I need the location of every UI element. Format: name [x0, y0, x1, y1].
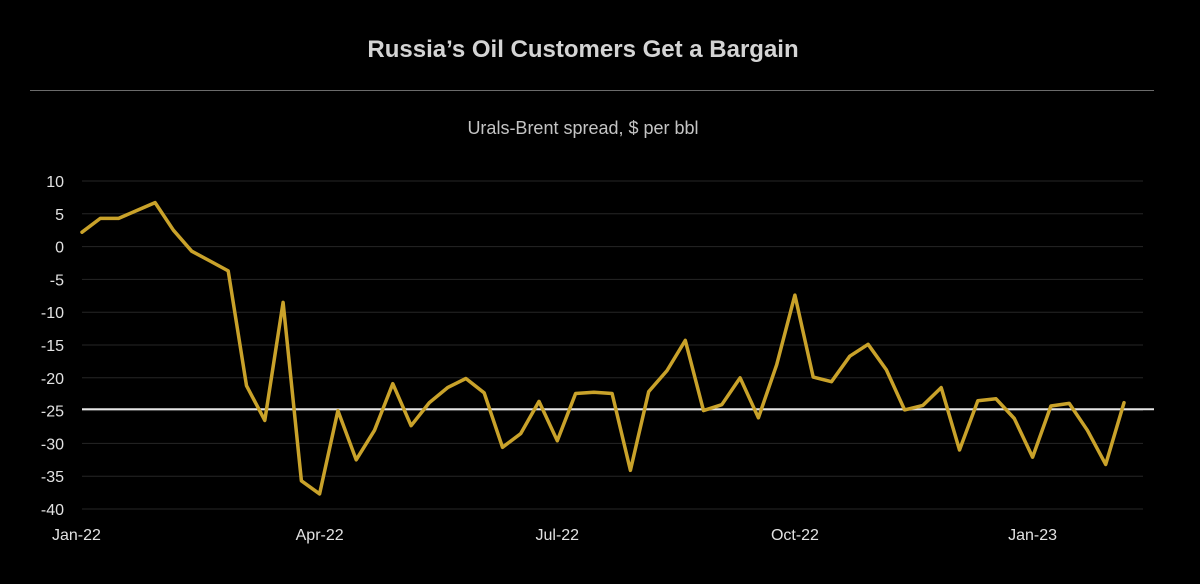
y-axis-tick-labels: 10 5 0 -5 -10 -15 -20 -25 -30 -35 -40	[41, 174, 64, 519]
data-point-0	[81, 231, 84, 234]
data-point-10	[263, 419, 266, 422]
y-tick-label: 10	[46, 174, 64, 191]
x-tick-label: Oct-22	[771, 527, 819, 544]
data-point-53	[1049, 405, 1052, 408]
data-point-11	[282, 301, 285, 304]
data-point-21	[464, 377, 467, 380]
data-point-39	[793, 294, 796, 297]
data-point-16	[373, 429, 376, 432]
data-point-29	[611, 392, 614, 395]
y-tick-label: -35	[41, 469, 64, 486]
data-point-22	[483, 391, 486, 394]
data-point-7	[208, 260, 211, 263]
y-tick-label: -15	[41, 338, 64, 355]
data-point-42	[848, 355, 851, 358]
data-point-36	[739, 376, 742, 379]
y-tick-label: 5	[55, 207, 64, 224]
data-point-17	[391, 382, 394, 385]
data-point-1	[99, 217, 102, 220]
data-point-25	[538, 400, 541, 403]
data-point-20	[446, 386, 449, 389]
data-point-35	[720, 403, 723, 406]
data-point-51	[1013, 417, 1016, 420]
data-point-18	[410, 424, 413, 427]
data-point-24	[519, 432, 522, 435]
y-tick-label: -30	[41, 436, 64, 453]
y-tick-label: -20	[41, 371, 64, 388]
data-point-6	[190, 250, 193, 253]
data-point-27	[574, 392, 577, 395]
x-tick-label: Jul-22	[536, 527, 580, 544]
data-point-50	[995, 397, 998, 400]
chart-subtitle: Urals-Brent spread, $ per bbl	[467, 118, 699, 138]
title-divider	[30, 90, 1154, 91]
data-point-8	[227, 269, 230, 272]
data-point-48	[958, 448, 961, 451]
data-point-14	[336, 409, 339, 412]
data-point-12	[300, 479, 303, 482]
series-layer	[80, 200, 1126, 496]
x-axis-tick-labels: Jan-22 Apr-22 Jul-22 Oct-22 Jan-23	[52, 527, 1057, 544]
data-point-54	[1068, 402, 1071, 405]
data-point-52	[1031, 456, 1034, 459]
y-tick-label: 0	[55, 240, 64, 257]
data-point-31	[647, 390, 650, 393]
data-point-34	[702, 409, 705, 412]
data-point-41	[830, 380, 833, 383]
data-point-45	[903, 408, 906, 411]
x-tick-label: Apr-22	[296, 527, 344, 544]
y-tick-label: -10	[41, 305, 64, 322]
data-point-15	[355, 458, 358, 461]
data-point-43	[867, 343, 870, 346]
data-point-9	[245, 384, 248, 387]
data-point-32	[665, 369, 668, 372]
y-tick-label: -5	[50, 272, 64, 289]
data-point-55	[1086, 429, 1089, 432]
data-point-47	[940, 386, 943, 389]
grid-lines	[82, 180, 1143, 510]
data-point-26	[556, 439, 559, 442]
data-point-30	[629, 469, 632, 472]
data-point-13	[318, 492, 321, 495]
data-point-46	[921, 404, 924, 407]
chart-title: Russia’s Oil Customers Get a Bargain	[367, 36, 799, 63]
data-point-5	[172, 229, 175, 232]
data-point-33	[684, 339, 687, 342]
data-point-23	[501, 446, 504, 449]
y-tick-label: -25	[41, 404, 64, 421]
data-point-40	[812, 376, 815, 379]
data-point-2	[117, 217, 120, 220]
data-point-19	[428, 401, 431, 404]
data-point-3	[135, 209, 138, 212]
data-point-37	[757, 416, 760, 419]
data-point-38	[775, 363, 778, 366]
data-point-57	[1123, 401, 1126, 404]
data-point-28	[592, 391, 595, 394]
series-line-urals-brent-spread	[80, 200, 1126, 496]
data-point-56	[1104, 463, 1107, 466]
x-tick-label: Jan-22	[52, 527, 101, 544]
y-tick-label: -40	[41, 502, 64, 519]
x-tick-label: Jan-23	[1008, 527, 1057, 544]
data-point-44	[885, 368, 888, 371]
data-point-4	[154, 201, 157, 204]
data-point-49	[976, 399, 979, 402]
